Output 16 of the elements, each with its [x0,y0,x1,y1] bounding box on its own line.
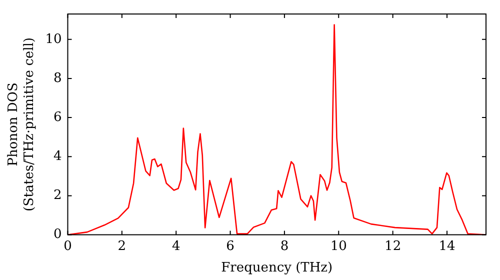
x-tick-label: 6 [226,238,234,254]
x-tick-label: 4 [172,238,180,254]
x-tick-label: 12 [384,238,402,254]
x-tick-label: 14 [438,238,456,254]
y-tick-label: 6 [53,110,62,125]
y-tick-label: 8 [53,70,62,86]
x-axis-title: Frequency (THz) [221,260,333,276]
x-tick-label: 0 [64,238,72,254]
y-tick-label: 10 [45,32,62,47]
y-axis-title: Phonon DOS (States/THz·primitive cell) [6,37,37,212]
y-tick-label: 2 [53,188,62,204]
x-tick-label: 8 [280,238,289,254]
y-tick-label: 4 [53,149,62,164]
y-tick-label: 0 [53,227,62,242]
x-tick-label: 2 [118,238,126,254]
x-tick-label: 10 [330,238,347,254]
